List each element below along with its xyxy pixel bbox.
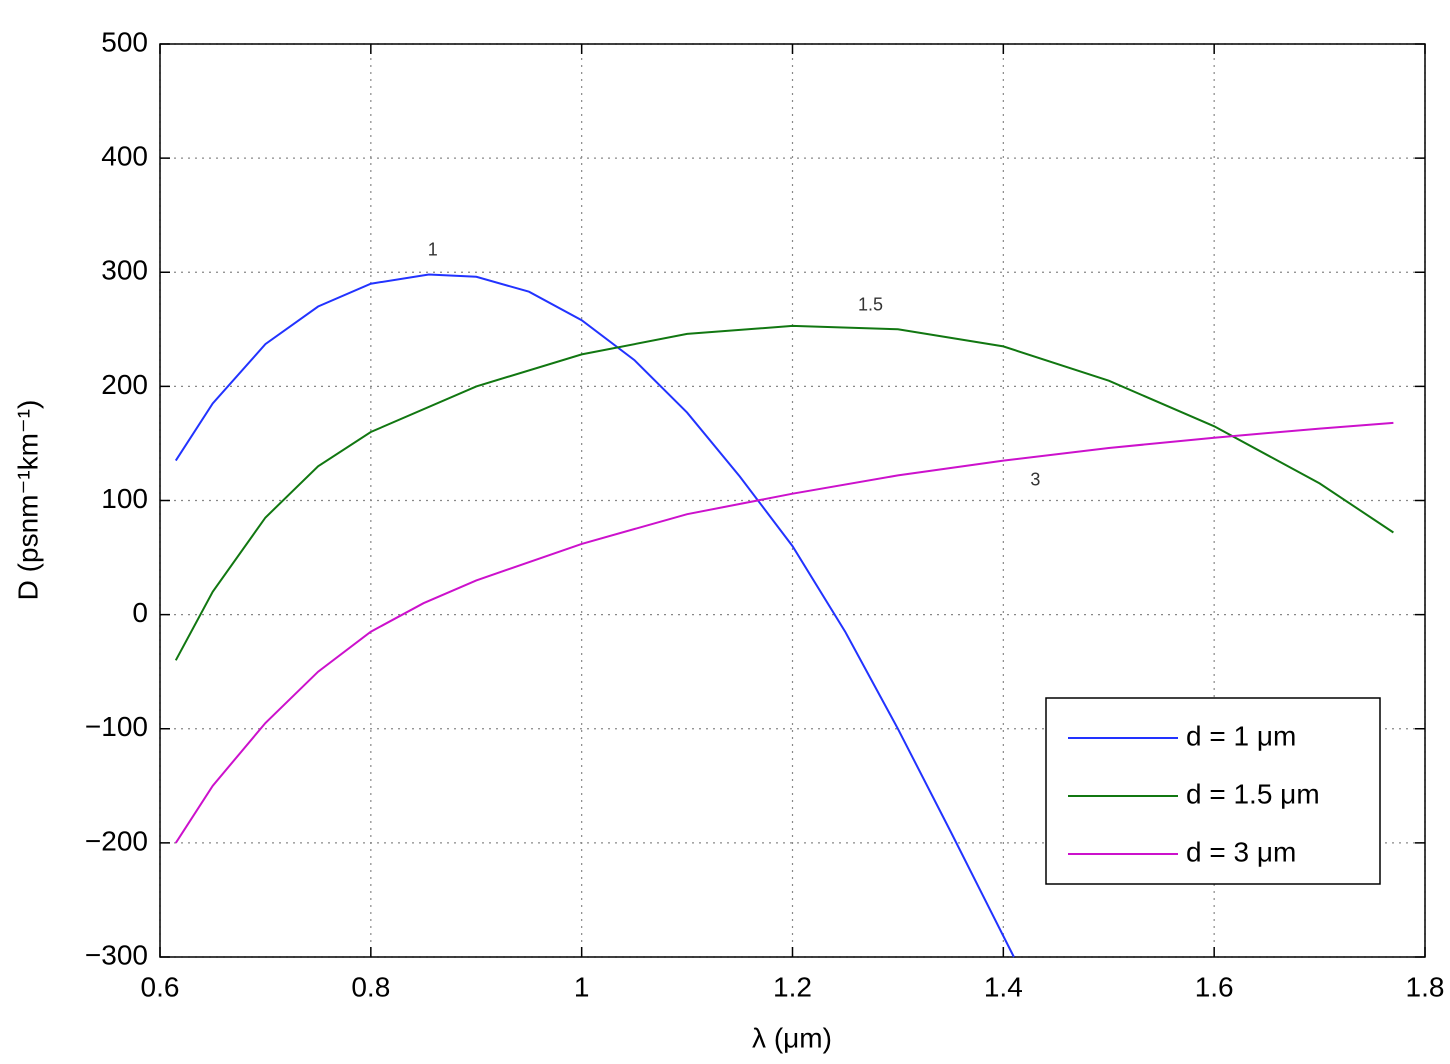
data-line xyxy=(174,273,1015,958)
curve-label: 1.5 xyxy=(858,295,883,315)
x-tick-label: 0.8 xyxy=(351,971,390,1002)
y-axis-label: D (psnm⁻¹km⁻¹) xyxy=(12,400,43,601)
y-tick-label: −200 xyxy=(85,825,148,856)
data-line xyxy=(174,324,1394,661)
legend-label: d = 3 μm xyxy=(1186,836,1296,867)
curve-label: 1 xyxy=(428,239,438,259)
x-tick-label: 1 xyxy=(574,971,590,1002)
y-tick-label: 300 xyxy=(101,255,148,286)
x-tick-label: 1.6 xyxy=(1195,971,1234,1002)
data-line xyxy=(174,421,1394,844)
y-tick-label: 500 xyxy=(101,26,148,57)
y-tick-label: 400 xyxy=(101,141,148,172)
x-axis-label: λ (μm) xyxy=(752,1022,832,1053)
legend-label: d = 1.5 μm xyxy=(1186,778,1320,809)
plot-frame xyxy=(159,43,1426,958)
legend-label: d = 1 μm xyxy=(1186,720,1296,751)
y-tick-label: 0 xyxy=(132,597,148,628)
y-tick-label: 100 xyxy=(101,483,148,514)
y-tick-label: 200 xyxy=(101,369,148,400)
y-tick-label: −100 xyxy=(85,711,148,742)
x-tick-label: 0.6 xyxy=(141,971,180,1002)
x-tick-label: 1.4 xyxy=(984,971,1023,1002)
x-tick-label: 1.2 xyxy=(773,971,812,1002)
x-tick-label: 1.8 xyxy=(1406,971,1445,1002)
curve-label: 3 xyxy=(1030,469,1040,489)
y-tick-label: −300 xyxy=(85,939,148,970)
